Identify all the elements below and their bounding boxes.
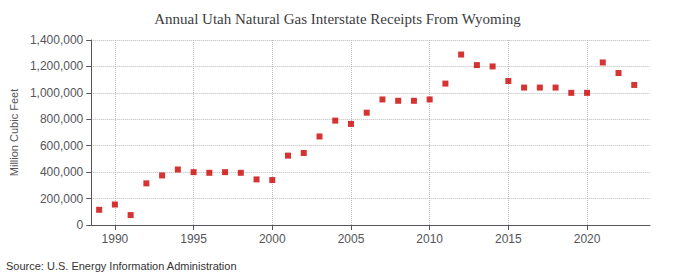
svg-text:1,000,000: 1,000,000: [30, 86, 84, 100]
svg-text:200,000: 200,000: [40, 192, 84, 206]
svg-text:600,000: 600,000: [40, 139, 84, 153]
svg-text:1995: 1995: [180, 232, 207, 246]
svg-text:2000: 2000: [259, 232, 286, 246]
svg-text:1,400,000: 1,400,000: [30, 33, 84, 47]
svg-text:1,200,000: 1,200,000: [30, 59, 84, 73]
svg-text:2020: 2020: [574, 232, 601, 246]
svg-text:Annual Utah Natural Gas Inters: Annual Utah Natural Gas Interstate Recei…: [154, 11, 521, 27]
svg-text:400,000: 400,000: [40, 165, 84, 179]
svg-text:1990: 1990: [102, 232, 129, 246]
svg-text:0: 0: [77, 218, 84, 232]
svg-text:Source: U.S. Energy Informatio: Source: U.S. Energy Information Administ…: [6, 260, 237, 272]
svg-text:2010: 2010: [416, 232, 443, 246]
svg-text:Million Cubic Feet: Million Cubic Feet: [8, 89, 20, 176]
svg-text:2005: 2005: [338, 232, 365, 246]
svg-text:800,000: 800,000: [40, 112, 84, 126]
svg-text:2015: 2015: [495, 232, 522, 246]
